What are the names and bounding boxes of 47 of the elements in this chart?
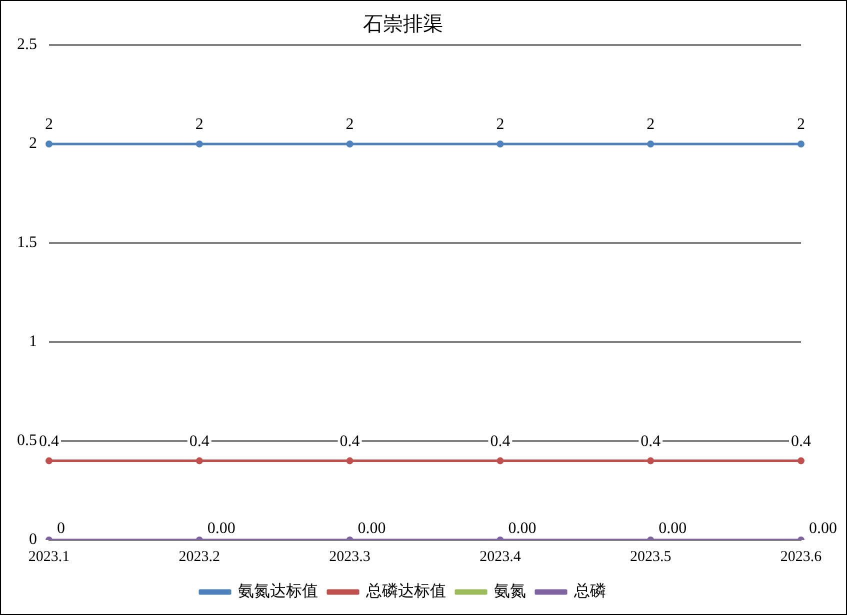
data-label: 0.4 — [490, 433, 510, 450]
data-label: 0.4 — [340, 433, 360, 450]
x-tick-label: 2023.3 — [329, 548, 370, 565]
y-tick-label: 2.5 — [17, 36, 37, 54]
data-label: 0.00 — [809, 520, 837, 538]
x-tick-label: 2023.6 — [780, 548, 822, 565]
legend-label: 氨氮 — [494, 583, 526, 600]
x-tick-label: 2023.5 — [630, 548, 672, 565]
x-tick-label: 2023.2 — [178, 548, 220, 565]
data-label: 2 — [45, 116, 53, 134]
y-tick-label: 1 — [29, 333, 37, 350]
data-label: 2 — [195, 116, 204, 134]
point — [196, 140, 203, 148]
point — [46, 140, 52, 148]
point — [196, 457, 203, 464]
x-tick-label: 2023.1 — [28, 548, 70, 565]
data-label: 0.00 — [358, 520, 386, 538]
data-label: 0.4 — [39, 433, 59, 450]
point — [647, 457, 654, 464]
legend-label: 氨氮达标值 — [238, 582, 318, 600]
data-label: 2 — [346, 116, 354, 134]
data-label: 2 — [646, 116, 655, 134]
y-tick-label: 2 — [29, 135, 37, 152]
data-label: 0.00 — [207, 520, 236, 538]
point — [496, 457, 504, 464]
chart-title: 石崇排渠 — [363, 13, 443, 36]
point — [496, 140, 504, 148]
point — [346, 140, 354, 148]
legend-label: 总磷 — [573, 582, 606, 600]
point — [798, 457, 804, 464]
point — [46, 457, 52, 464]
data-label: 0 — [57, 520, 65, 538]
data-label: 0.4 — [791, 433, 811, 450]
data-label: 2 — [797, 116, 805, 134]
data-label: 2 — [496, 116, 504, 134]
x-tick-label: 2023.4 — [480, 548, 522, 565]
data-label: 0.00 — [658, 520, 687, 538]
point — [647, 140, 654, 148]
point — [798, 140, 804, 148]
legend-label: 总磷达标值 — [365, 582, 446, 600]
data-label: 0.00 — [508, 520, 536, 538]
point — [346, 457, 354, 464]
data-label: 0.4 — [640, 433, 661, 450]
y-tick-label: 1.5 — [17, 234, 37, 252]
y-tick-label: 0.5 — [17, 432, 37, 450]
y-tick-label: 0 — [29, 531, 37, 548]
data-label: 0.4 — [189, 433, 210, 450]
